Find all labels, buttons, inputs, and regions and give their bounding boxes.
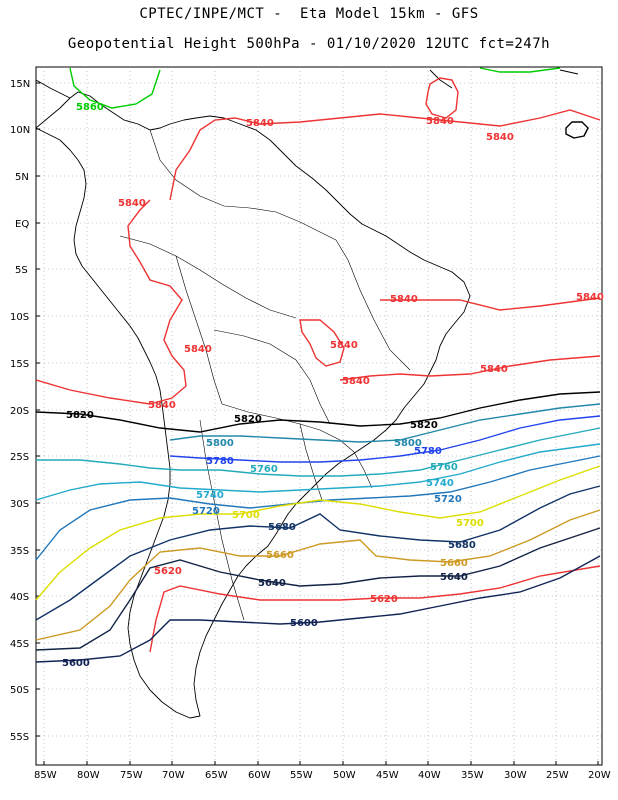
contour-label: 5860	[76, 102, 104, 113]
contour-5840-andes	[35, 199, 187, 405]
lon-label: 25W	[546, 770, 569, 781]
lat-label: 30S	[10, 499, 29, 510]
lat-label: 5N	[15, 172, 29, 183]
lat-label: 15S	[10, 359, 29, 370]
map-frame	[35, 66, 603, 766]
lat-label: EQ	[15, 219, 29, 230]
lon-label: 55W	[290, 770, 313, 781]
contour-label: 5660	[440, 558, 468, 569]
contour-label: 5820	[234, 414, 262, 425]
contour-label: 5820	[66, 410, 94, 421]
contour-label: 5800	[394, 438, 422, 449]
contour-label: 5840	[390, 294, 418, 305]
lat-label: 40S	[10, 592, 29, 603]
contour-label: 5700	[232, 510, 260, 521]
contour-label: 5680	[448, 540, 476, 551]
contour-label: 5780	[206, 456, 234, 467]
lat-label: 5S	[15, 265, 28, 276]
lat-label: 45S	[10, 639, 29, 650]
contour-5700	[35, 465, 601, 601]
lon-label: 35W	[461, 770, 484, 781]
coastline	[35, 69, 589, 719]
contour-5680	[35, 485, 601, 621]
lon-label: 70W	[162, 770, 185, 781]
contour-5740	[35, 443, 601, 501]
country-borders	[119, 129, 411, 621]
lon-label: 80W	[77, 770, 100, 781]
contour-label: 5760	[430, 462, 458, 473]
map-title-line2: Geopotential Height 500hPa - 01/10/2020 …	[67, 36, 551, 52]
lat-label: 50S	[10, 685, 29, 696]
contour-label: 5680	[268, 522, 296, 533]
contour-5840-inner	[299, 319, 345, 367]
lon-label: 75W	[120, 770, 143, 781]
contour-5620	[149, 565, 601, 653]
contour-label: 5660	[266, 550, 294, 561]
contour-label: 5740	[426, 478, 454, 489]
contours	[35, 67, 601, 663]
lat-label: 10N	[10, 125, 30, 136]
contour-label: 5780	[414, 446, 442, 457]
contour-5640	[35, 527, 601, 651]
map-title-line1: CPTEC/INPE/MCT - Eta Model 15km - GFS	[139, 6, 479, 22]
contour-label: 5620	[370, 594, 398, 605]
contour-label: 5700	[456, 518, 484, 529]
contour-label: 5840	[426, 116, 454, 127]
contour-label: 5640	[440, 572, 468, 583]
contour-label: 5840	[342, 376, 370, 387]
contour-label: 5640	[258, 578, 286, 589]
contour-5840-north-loop	[425, 77, 459, 119]
contour-label: 5840	[486, 132, 514, 143]
lat-label: 10S	[10, 312, 29, 323]
contour-label: 5840	[148, 400, 176, 411]
graticule	[36, 67, 602, 765]
contour-5820	[35, 391, 601, 433]
lon-label: 30W	[504, 770, 527, 781]
lon-label: 50W	[333, 770, 356, 781]
contour-labels: 5860 5840 5840 5840 5840 5840 5840 5840 …	[62, 102, 604, 669]
lat-label: 15N	[10, 79, 30, 90]
longitude-labels: 85W 80W 75W 70W 65W 60W 55W 50W 45W 40W …	[34, 770, 611, 781]
contour-5860-east	[479, 67, 561, 73]
lon-label: 40W	[418, 770, 441, 781]
contour-label: 5720	[434, 494, 462, 505]
lat-label: 20S	[10, 406, 29, 417]
contour-5660	[35, 509, 601, 641]
contour-label: 5840	[330, 340, 358, 351]
contour-label: 5840	[184, 344, 212, 355]
contour-label: 5840	[118, 198, 146, 209]
contour-label: 5600	[62, 658, 90, 669]
contour-label: 5760	[250, 464, 278, 475]
lon-label: 60W	[248, 770, 271, 781]
contour-label: 5840	[576, 292, 604, 303]
lat-label: 25S	[10, 452, 29, 463]
lat-label: 55S	[10, 732, 29, 743]
contour-label: 5840	[246, 118, 274, 129]
contour-label: 5600	[290, 618, 318, 629]
lon-label: 65W	[205, 770, 228, 781]
lon-label: 20W	[588, 770, 611, 781]
contour-5840-east	[380, 297, 601, 311]
lon-label: 85W	[34, 770, 57, 781]
latitude-labels: 15N 10N 5N EQ 5S 10S 15S 20S 25S 30S 35S…	[10, 79, 30, 743]
contour-5860-west	[69, 67, 161, 109]
lon-label: 45W	[376, 770, 399, 781]
contour-5840-south	[339, 355, 601, 381]
lat-label: 35S	[10, 546, 29, 557]
contour-5600	[35, 555, 601, 663]
contour-label: 5840	[480, 364, 508, 375]
contour-label: 5820	[410, 420, 438, 431]
contour-label: 5720	[192, 506, 220, 517]
contour-label: 5740	[196, 490, 224, 501]
contour-5840-north	[169, 109, 601, 201]
contour-label: 5620	[154, 566, 182, 577]
contour-5780	[169, 415, 601, 463]
contour-5760	[36, 427, 601, 477]
contour-5800	[169, 403, 601, 443]
contour-label: 5800	[206, 438, 234, 449]
